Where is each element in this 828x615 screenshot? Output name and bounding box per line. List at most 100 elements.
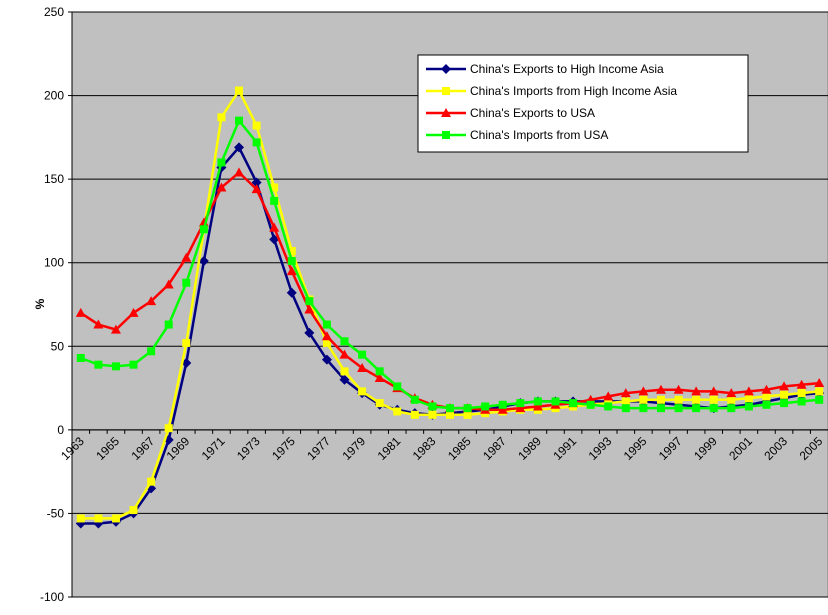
marker: [269, 222, 280, 232]
marker: [762, 400, 771, 409]
y-tick-label: 150: [44, 172, 64, 186]
marker: [441, 108, 451, 117]
marker: [796, 379, 807, 389]
marker: [780, 390, 789, 399]
marker: [621, 404, 630, 413]
marker: [252, 121, 261, 130]
marker: [322, 320, 331, 329]
marker: [428, 410, 437, 419]
y-tick-label: 0: [57, 423, 64, 437]
marker: [286, 287, 297, 298]
marker: [516, 399, 525, 408]
marker: [393, 382, 402, 391]
marker: [339, 349, 350, 359]
marker: [76, 353, 85, 362]
marker: [463, 404, 472, 413]
marker: [234, 142, 245, 153]
marker: [655, 384, 666, 394]
marker: [181, 252, 192, 262]
legend-box: [417, 54, 749, 153]
marker: [603, 391, 614, 401]
marker: [815, 395, 824, 404]
marker: [709, 395, 718, 404]
marker: [410, 395, 419, 404]
marker: [621, 397, 630, 406]
marker: [780, 399, 789, 408]
marker: [692, 404, 701, 413]
marker: [709, 404, 718, 413]
marker: [235, 86, 244, 95]
marker: [234, 167, 245, 177]
marker: [374, 373, 385, 383]
marker: [287, 257, 296, 266]
legend-label: China's Exports to High Income Asia: [470, 62, 664, 76]
marker: [182, 338, 191, 347]
marker: [569, 399, 578, 408]
y-tick-label: 100: [44, 256, 64, 270]
marker: [428, 402, 437, 411]
marker: [375, 367, 384, 376]
marker: [357, 363, 368, 373]
marker: [463, 410, 472, 419]
y-tick-label: -50: [47, 506, 65, 520]
marker: [321, 331, 332, 341]
marker: [674, 404, 683, 413]
marker: [673, 384, 684, 394]
marker: [779, 381, 790, 391]
marker: [441, 64, 451, 74]
marker: [339, 374, 350, 385]
marker: [691, 386, 702, 396]
marker: [321, 354, 332, 365]
marker: [322, 338, 331, 347]
marker: [251, 177, 262, 188]
marker: [393, 407, 402, 416]
marker: [620, 388, 631, 398]
marker: [410, 410, 419, 419]
marker: [498, 400, 507, 409]
marker: [147, 477, 156, 486]
marker: [551, 397, 560, 406]
marker: [762, 392, 771, 401]
marker: [674, 395, 683, 404]
marker: [163, 279, 174, 289]
marker: [75, 307, 86, 317]
y-tick-label: 50: [51, 339, 65, 353]
marker: [442, 87, 450, 95]
marker: [235, 116, 244, 125]
marker: [128, 307, 139, 317]
marker: [358, 387, 367, 396]
marker: [199, 225, 208, 234]
marker: [744, 402, 753, 411]
legend-label: China's Exports to USA: [470, 106, 595, 120]
marker: [286, 266, 297, 276]
marker: [639, 404, 648, 413]
legend-label: China's Imports from USA: [470, 128, 608, 142]
marker: [164, 424, 173, 433]
marker: [639, 395, 648, 404]
marker: [358, 350, 367, 359]
marker: [532, 401, 543, 411]
marker: [743, 386, 754, 396]
marker: [761, 384, 772, 394]
marker: [270, 196, 279, 205]
marker: [182, 278, 191, 287]
marker: [442, 131, 450, 139]
marker: [304, 304, 315, 314]
y-tick-label: 200: [44, 89, 64, 103]
marker: [305, 297, 314, 306]
marker: [76, 514, 85, 523]
y-tick-label: -100: [40, 590, 64, 604]
marker: [129, 506, 138, 515]
marker: [251, 184, 262, 194]
marker: [533, 397, 542, 406]
marker: [111, 514, 120, 523]
marker: [146, 296, 157, 306]
marker: [481, 402, 490, 411]
y-axis-label: %: [33, 298, 47, 309]
marker: [93, 319, 104, 329]
marker: [216, 182, 227, 192]
marker: [217, 113, 226, 122]
marker: [111, 362, 120, 371]
marker: [340, 367, 349, 376]
